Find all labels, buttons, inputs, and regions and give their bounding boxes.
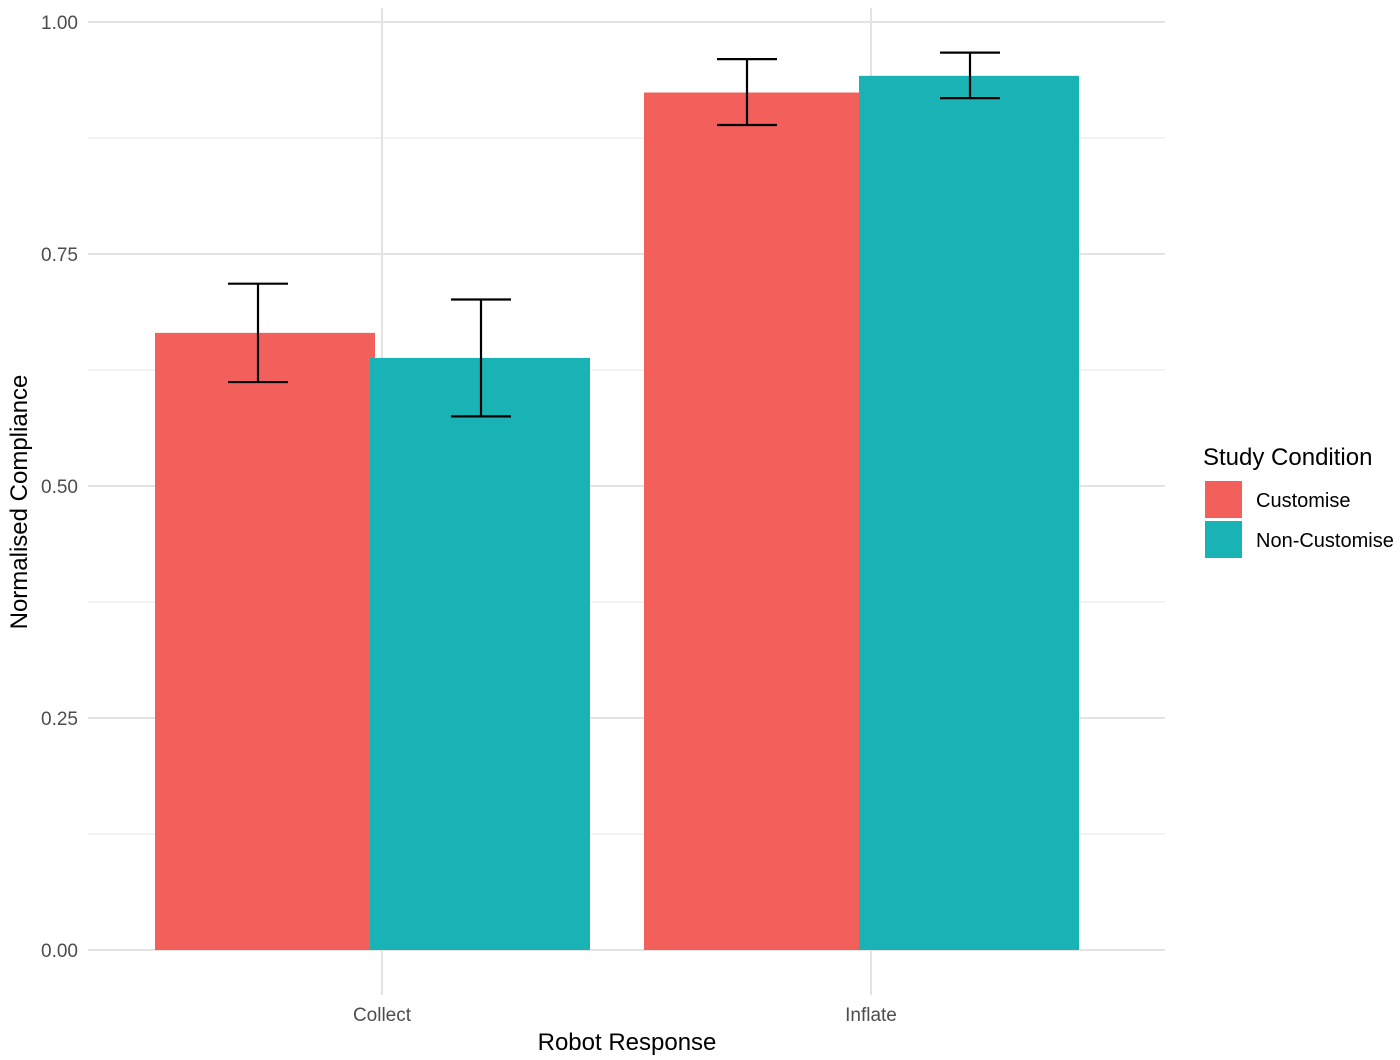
tick-labels: 0.00 0.25 0.50 0.75 1.00 Collect Inflate [41, 13, 897, 1026]
error-bar-collect-non-customise [451, 298, 511, 418]
y-tick-label: 0.00 [41, 941, 78, 962]
bar-collect-non-customise [370, 357, 590, 950]
bar-inflate-non-customise [859, 75, 1079, 951]
legend: Study Condition Customise Non-Customise [1203, 444, 1394, 558]
error-bar-inflate-customise [717, 58, 777, 127]
y-axis-title: Normalised Compliance [6, 375, 33, 630]
error-bar-inflate-non-customise [940, 51, 1000, 100]
x-tick-label: Collect [353, 1005, 412, 1026]
y-tick-label: 0.50 [41, 477, 78, 498]
legend-key-non-customise [1205, 521, 1242, 558]
error-bar-collect-customise [228, 282, 288, 384]
bars [155, 75, 1079, 951]
y-tick-label: 0.75 [41, 245, 78, 266]
y-tick-label: 0.25 [41, 709, 78, 730]
x-tick-label: Inflate [845, 1005, 897, 1026]
bar-collect-customise [155, 332, 375, 950]
legend-label-customise: Customise [1256, 490, 1350, 512]
legend-key-customise [1205, 481, 1242, 518]
y-tick-label: 1.00 [41, 13, 78, 34]
legend-label-non-customise: Non-Customise [1256, 530, 1394, 552]
error-bars [228, 51, 1000, 418]
legend-title: Study Condition [1203, 444, 1372, 471]
bar-inflate-customise [644, 92, 864, 950]
x-axis-title: Robot Response [538, 1029, 717, 1056]
